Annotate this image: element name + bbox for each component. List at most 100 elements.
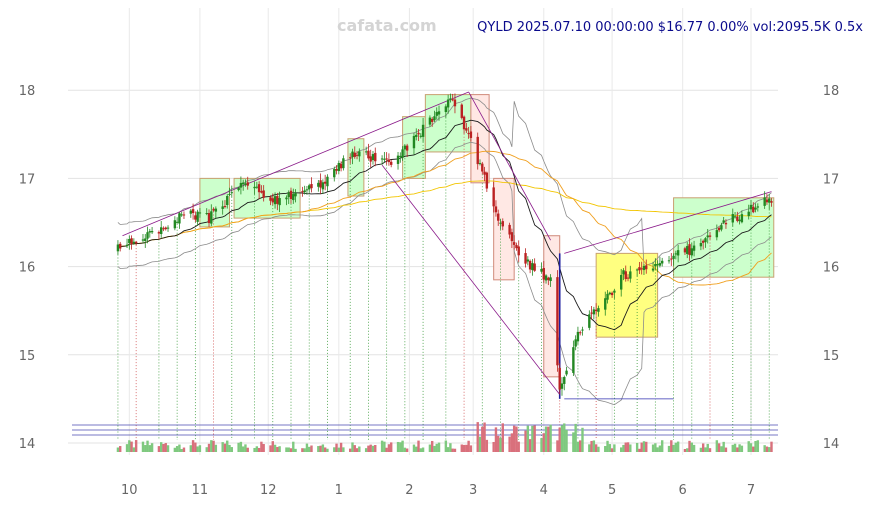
- volume-bar: [686, 448, 689, 452]
- candle-body: [355, 154, 359, 156]
- volume-bar: [253, 447, 256, 452]
- candle-body: [342, 158, 345, 169]
- zone-box-green: [673, 197, 775, 278]
- candle-body: [166, 227, 170, 229]
- candle-body: [294, 193, 297, 197]
- volume-bar: [269, 445, 272, 452]
- volume-bar: [604, 446, 607, 452]
- volume-bar: [590, 440, 593, 452]
- candle-body: [531, 263, 534, 271]
- y-tick-left: 14: [19, 437, 36, 452]
- chart-header: QYLD 2025.07.10 00:00:00 $16.77 0.00% vo…: [477, 20, 863, 35]
- candle-body: [674, 253, 678, 255]
- volume-bar: [717, 443, 721, 452]
- candle-body: [374, 152, 377, 162]
- volume-bar: [731, 444, 734, 452]
- volume-bar: [374, 445, 377, 452]
- volume-bar: [667, 445, 671, 452]
- volume-bar: [642, 441, 646, 452]
- volume-bar: [189, 445, 193, 452]
- volume-bar: [645, 441, 648, 452]
- candle-body: [483, 171, 486, 175]
- volume-bar: [497, 435, 500, 452]
- candle-body: [230, 192, 233, 194]
- candle-body: [194, 215, 197, 220]
- candle-body: [134, 241, 138, 244]
- candle-body: [478, 163, 482, 165]
- candle-body: [319, 180, 322, 188]
- candle-body: [449, 98, 452, 100]
- candle-body: [128, 238, 131, 244]
- candle-body: [676, 250, 680, 256]
- volume-bar: [292, 441, 295, 452]
- candle-body: [182, 214, 186, 216]
- volume-bar: [749, 443, 753, 452]
- volume-bar: [198, 445, 202, 452]
- volume-bar: [182, 447, 186, 452]
- candle-body: [405, 145, 409, 151]
- volume-bar: [524, 430, 527, 452]
- candle-body: [469, 131, 473, 138]
- candle-body: [763, 197, 766, 206]
- volume-bar: [146, 440, 149, 452]
- volume-bar: [317, 446, 320, 452]
- volume-bar: [508, 436, 511, 452]
- volume-bar: [494, 427, 498, 452]
- volume-bar: [478, 436, 482, 452]
- volume-bar: [433, 445, 436, 452]
- volume-bar: [692, 444, 696, 452]
- volume-bar: [385, 447, 388, 452]
- candle-body: [638, 267, 641, 271]
- x-tick: 4: [540, 483, 548, 498]
- candle-body: [433, 116, 436, 121]
- volume-bar: [756, 440, 760, 452]
- volume-bar: [246, 447, 249, 452]
- candle-body: [191, 209, 195, 214]
- candle-body: [387, 159, 391, 163]
- candle-body: [651, 268, 655, 271]
- volume-bar: [469, 445, 473, 452]
- candle-body: [770, 201, 773, 203]
- volume-bar: [271, 441, 274, 452]
- x-tick: 6: [679, 483, 687, 498]
- volume-bar: [626, 442, 630, 452]
- volume-bar: [405, 448, 409, 452]
- candle-body: [740, 214, 744, 223]
- x-tick: 10: [121, 483, 138, 498]
- x-tick: 2: [405, 483, 413, 498]
- candle-body: [287, 192, 290, 198]
- candle-body: [173, 220, 177, 229]
- candle-body: [146, 232, 149, 239]
- volume-bar: [635, 442, 639, 452]
- candle-body: [323, 181, 327, 184]
- volume-bar: [715, 440, 719, 452]
- candle-body: [686, 246, 689, 254]
- candle-body: [572, 347, 575, 373]
- candle-body: [239, 182, 243, 188]
- volume-bar: [303, 448, 306, 452]
- volume-bar: [460, 444, 463, 452]
- volume-bar: [262, 444, 265, 452]
- candle-body: [180, 214, 183, 216]
- volume-bar: [752, 446, 755, 452]
- candle-body: [736, 216, 739, 221]
- volume-bar: [212, 440, 215, 452]
- candle-body: [556, 277, 559, 366]
- volume-bar: [415, 446, 418, 452]
- candle-body: [244, 183, 247, 185]
- volume-bar: [150, 443, 154, 452]
- y-tick-left: 16: [19, 261, 36, 276]
- volume-bar: [396, 441, 400, 452]
- candle-body: [717, 227, 721, 231]
- volume-bar: [515, 426, 518, 452]
- volume-bar: [638, 448, 641, 452]
- candle-body: [642, 265, 646, 271]
- volume-bar: [144, 445, 147, 452]
- candle-body: [560, 383, 564, 389]
- volume-bar: [724, 447, 728, 452]
- candle-body: [417, 132, 420, 135]
- volume-bar: [294, 448, 297, 452]
- volume-bar: [196, 446, 199, 452]
- trend-line: [564, 191, 772, 254]
